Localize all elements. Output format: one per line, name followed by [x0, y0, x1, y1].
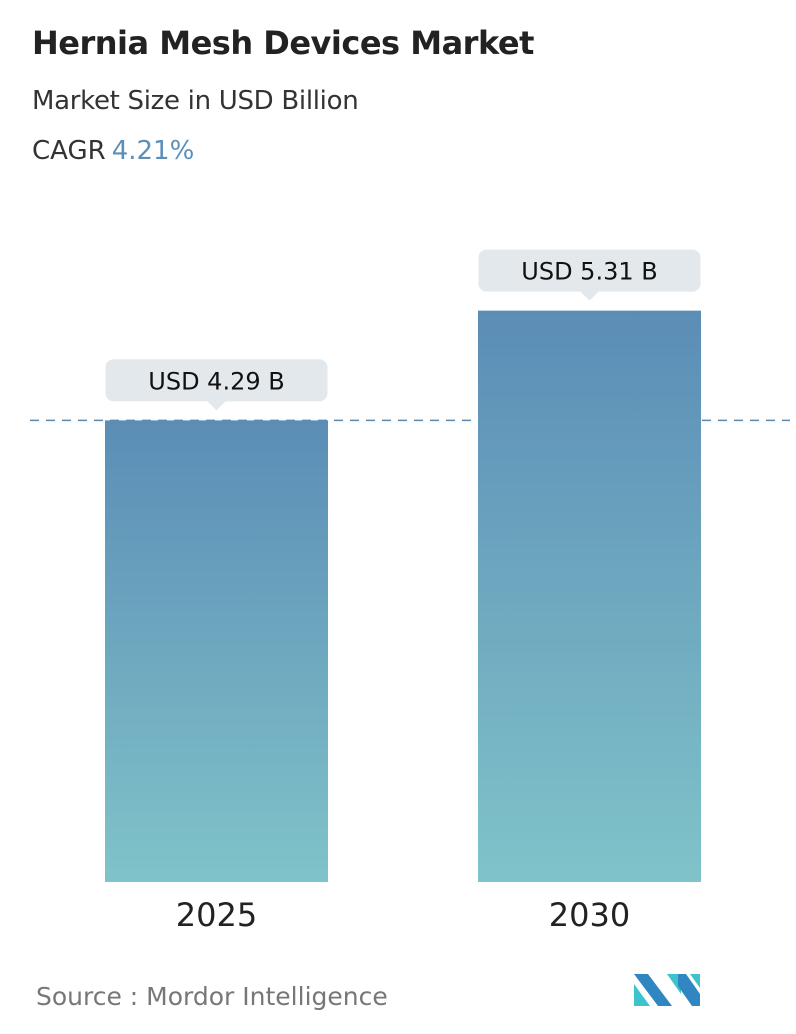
bar-chart: USD 4.29 B 2025 USD 5.31 B 2030 [30, 249, 790, 934]
source-text: Source : Mordor Intelligence [36, 982, 388, 1011]
data-label-pointer [580, 291, 599, 301]
cagr-value: 4.21% [111, 136, 195, 166]
data-label: USD 5.31 B [521, 258, 657, 286]
data-label-pointer [207, 401, 226, 411]
cagr-line: CAGR 4.21% [32, 136, 194, 166]
x-tick-label: 2030 [549, 896, 630, 934]
data-label: USD 4.29 B [148, 367, 284, 395]
x-tick-label: 2025 [176, 896, 257, 934]
chart-title: Hernia Mesh Devices Market [32, 24, 534, 62]
mordor-logo-icon [634, 974, 700, 1006]
cagr-label: CAGR [32, 136, 106, 166]
chart-subtitle: Market Size in USD Billion [32, 86, 359, 116]
data-label-bubble [105, 359, 328, 402]
bar-2030 [478, 310, 701, 882]
bar-2025 [105, 420, 328, 882]
data-label-bubble [478, 249, 701, 292]
